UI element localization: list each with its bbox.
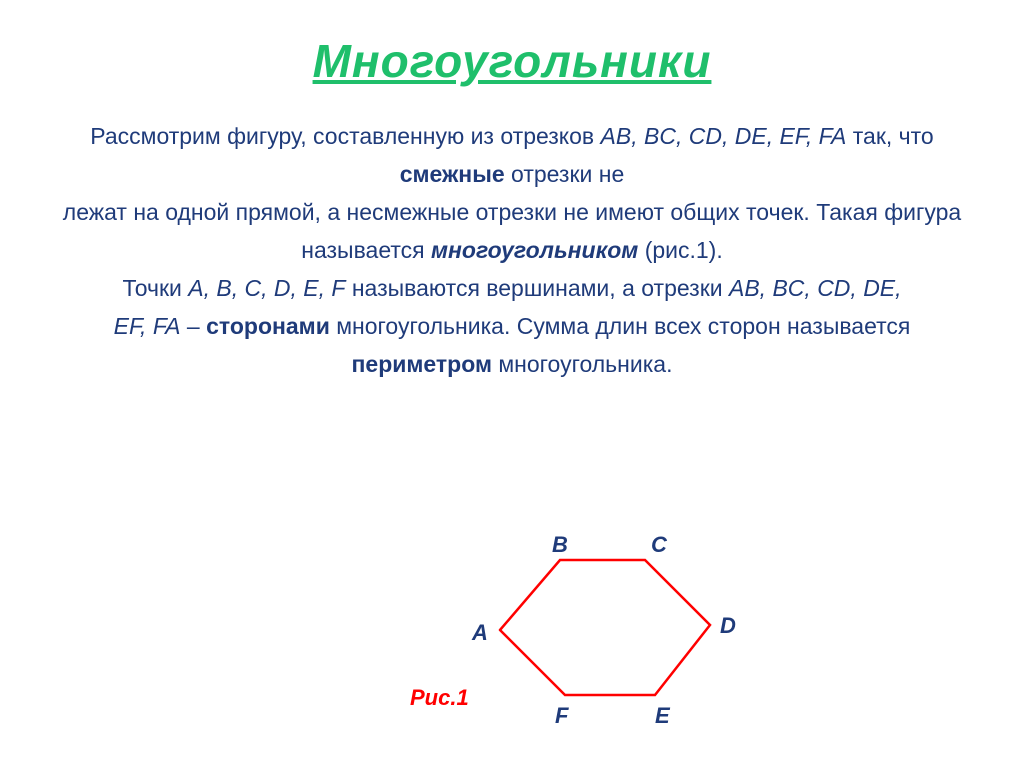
t-p1d: смежные [400,161,505,187]
t-p4b: – [187,313,206,339]
t-p2b: многоугольником [431,237,638,263]
t-p3a: Точки [122,275,188,301]
t-p4d: многоугольника. Сумма длин всех сторон н… [336,313,910,339]
t-p1e: отрезки не [511,161,624,187]
vertex-label-a: A [472,620,488,646]
t-p3d: AB, BC, CD, DE, [729,275,902,301]
polygon-diagram: A B C D E F Рис.1 [430,530,780,760]
vertex-label-e: E [655,703,670,729]
t-p4e: периметром [352,351,492,377]
t-p3c: называются вершинами, а отрезки [352,275,729,301]
page-title: Многоугольники [0,0,1024,118]
polygon-outline [500,560,710,695]
vertex-label-c: C [651,532,667,558]
t-p4f: многоугольника. [498,351,672,377]
t-p4a: EF, FA [114,313,181,339]
figure-caption: Рис.1 [410,685,469,711]
t-p2c: (рис.1). [645,237,723,263]
body-text: Рассмотрим фигуру, составленную из отрез… [0,118,1024,384]
t-p3b: A, B, C, D, E, F [188,275,345,301]
t-p4c: сторонами [206,313,330,339]
t-p1b: AB, BC, CD, DE, EF, FA [601,123,847,149]
vertex-label-b: B [552,532,568,558]
t-p1c: так, что [853,123,934,149]
vertex-label-d: D [720,613,736,639]
vertex-label-f: F [555,703,568,729]
t-p1a: Рассмотрим фигуру, составленную из отрез… [90,123,600,149]
